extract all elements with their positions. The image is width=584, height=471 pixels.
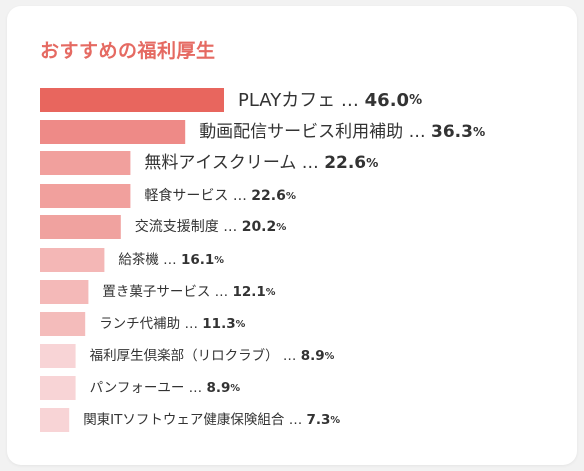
unit-label: % (330, 415, 340, 426)
bar-label-4: 軽食サービス … 22.6% (144, 187, 296, 204)
bar-10 (40, 376, 76, 400)
value-label: 8.9 (206, 380, 230, 396)
category-label: 関東ITソフトウェア健康保険組合 … (83, 411, 306, 428)
value-label: 16.1 (181, 252, 214, 268)
category-label: 動画配信サービス利用補助 … (199, 122, 431, 142)
unit-label: % (286, 191, 296, 202)
bar-label-9: 福利厚生倶楽部（リロクラブ） … 8.9% (90, 347, 335, 364)
value-label: 46.0 (365, 90, 409, 111)
bar-label-2: 動画配信サービス利用補助 … 36.3% (199, 122, 485, 142)
bar-label-8: ランチ代補助 … 11.3% (99, 316, 245, 332)
bar-5 (40, 215, 121, 239)
category-label: 福利厚生倶楽部（リロクラブ） … (90, 347, 301, 364)
value-label: 36.3 (431, 122, 473, 142)
category-label: ランチ代補助 … (99, 316, 202, 332)
unit-label: % (266, 287, 276, 298)
bar-9 (40, 344, 76, 368)
bar-label-11: 関東ITソフトウェア健康保険組合 … 7.3% (83, 411, 340, 428)
unit-label: % (236, 319, 246, 330)
unit-label: % (473, 125, 485, 139)
bar-2 (40, 120, 186, 144)
bar-3 (40, 151, 131, 175)
bar-label-10: パンフォーユー … 8.9% (90, 380, 241, 396)
bar-11 (40, 408, 70, 432)
unit-label: % (325, 351, 335, 362)
bar-4 (40, 184, 131, 208)
bar-label-6: 給茶機 … 16.1% (118, 252, 224, 268)
value-label: 8.9 (301, 348, 325, 364)
category-label: 給茶機 … (118, 252, 181, 268)
unit-label: % (230, 383, 240, 394)
unit-label: % (214, 255, 224, 266)
bar-label-3: 無料アイスクリーム … 22.6% (144, 153, 378, 173)
category-label: 置き菓子サービス … (102, 284, 232, 300)
bar-7 (40, 280, 89, 304)
value-label: 7.3 (307, 412, 331, 428)
value-label: 11.3 (202, 316, 235, 332)
category-label: 交流支援制度 … (135, 218, 242, 235)
category-label: PLAYカフェ … (238, 90, 365, 111)
unit-label: % (366, 156, 378, 170)
bar-label-5: 交流支援制度 … 20.2% (135, 218, 287, 235)
unit-label: % (276, 222, 286, 233)
unit-label: % (409, 93, 422, 108)
value-label: 12.1 (232, 284, 265, 300)
bar-label-1: PLAYカフェ … 46.0% (238, 90, 422, 111)
bar-label-7: 置き菓子サービス … 12.1% (102, 284, 275, 300)
bar-6 (40, 248, 105, 272)
chart-title: おすすめの福利厚生 (40, 40, 216, 62)
value-label: 20.2 (242, 219, 277, 235)
category-label: 無料アイスクリーム … (144, 153, 324, 173)
category-label: 軽食サービス … (144, 187, 251, 204)
value-label: 22.6 (251, 188, 286, 204)
value-label: 22.6 (324, 153, 366, 173)
bar-1 (40, 88, 224, 112)
category-label: パンフォーユー … (90, 380, 207, 396)
bar-8 (40, 312, 86, 336)
